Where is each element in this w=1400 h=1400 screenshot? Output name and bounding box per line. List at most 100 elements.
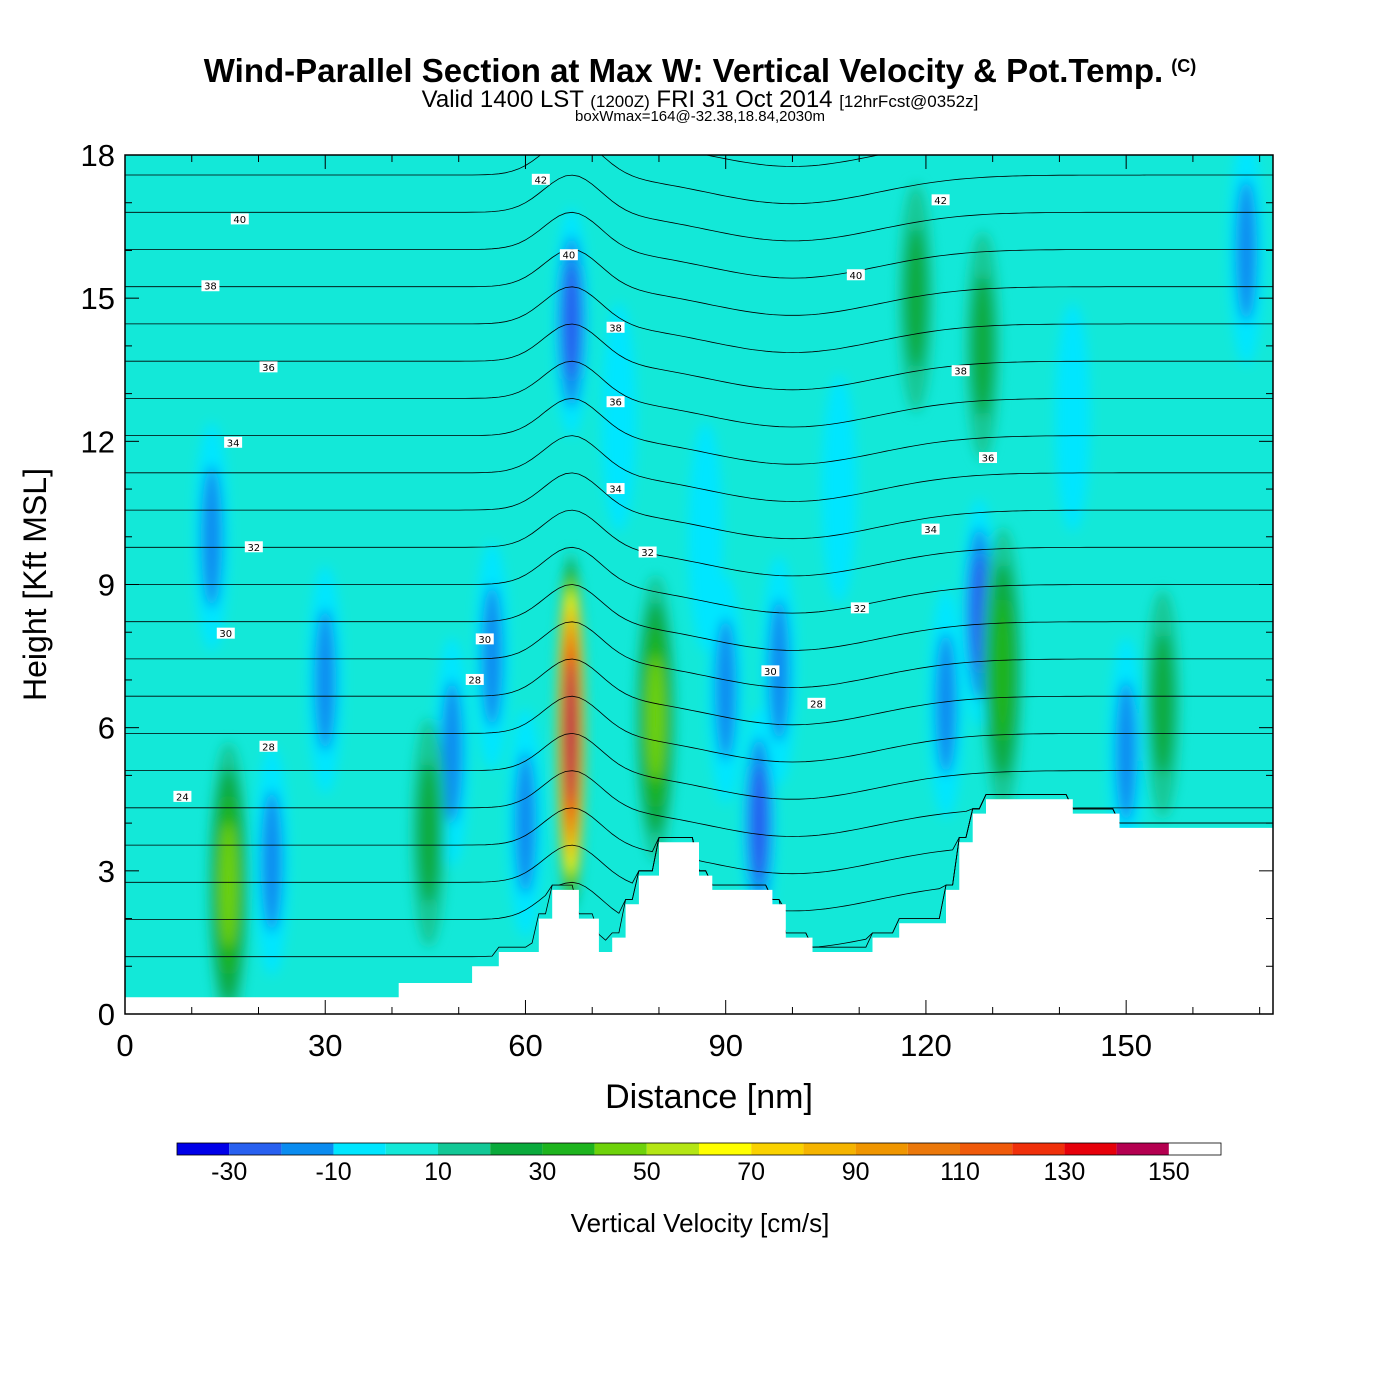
theta-label-34: 34: [224, 436, 243, 449]
theta-label-bg: [979, 452, 998, 464]
colorbar-swatch: [646, 1143, 699, 1155]
w-band: [1115, 679, 1137, 824]
theta-contour-labels: 42 40 40 40 42 38 38 38 36 36 36 34 34 34 32 32 32 30 30 30…: [173, 173, 998, 803]
theta-39: [125, 211, 1273, 279]
theta-label-28: 28: [807, 697, 826, 710]
theta-36: [125, 323, 1273, 391]
theta-label-28: 28: [465, 673, 484, 686]
w-feature-downdraft-x74: [601, 302, 637, 532]
theta-31: [125, 509, 1273, 577]
colorbar-swatch: [960, 1143, 1013, 1155]
colorbar-label: Vertical Velocity [cm/s]: [570, 1208, 830, 1238]
colorbar-swatch: [542, 1143, 595, 1155]
theta-label-38: 38: [201, 280, 220, 293]
w-band: [714, 617, 737, 762]
colorbar-swatch: [855, 1143, 908, 1155]
theta-label-bg: [173, 790, 192, 802]
colorbar-tick-label: 130: [1044, 1158, 1086, 1186]
theta-label-32: 32: [244, 541, 263, 554]
w-band: [601, 302, 637, 532]
valid-zulu: (1200Z): [590, 92, 650, 111]
colorbar-swatch: [699, 1143, 752, 1155]
w-feature-green-column-x128: [965, 231, 1001, 461]
w-band: [971, 274, 994, 418]
y-tick-label: 3: [98, 854, 115, 889]
theta-label-bg: [531, 173, 550, 185]
x-tick-label: 60: [508, 1028, 542, 1063]
theta-38: [125, 249, 1273, 316]
colorbar: -30 -10 10 30 50 70 90 110 130 150: [176, 1142, 1222, 1186]
theta-label-bg: [606, 321, 625, 333]
theta-33: [125, 435, 1273, 502]
w-feature-updraft-x80: [635, 574, 676, 862]
theta-label-bg: [201, 280, 220, 292]
terrain: [125, 799, 1273, 1014]
w-band: [821, 374, 857, 604]
colorbar-swatch: [803, 1143, 856, 1155]
terrain-mask: [125, 799, 1273, 1014]
theta-label-bg: [850, 602, 869, 614]
theta-label-34: 34: [921, 523, 940, 536]
w-feature-downdraft-x87: [688, 422, 724, 652]
colorbar-swatch: [333, 1143, 386, 1155]
theta-label-bg: [465, 673, 484, 685]
y-tick-label: 6: [98, 711, 115, 746]
y-tick-label: 9: [98, 568, 115, 603]
theta-label-text: 36: [609, 398, 622, 409]
theta-24: [125, 770, 1273, 837]
theta-32: [125, 472, 1273, 540]
w-feature-downdraft-x123: [928, 589, 964, 819]
theta-label-bg: [638, 546, 657, 558]
theta-label-38: 38: [606, 321, 625, 334]
w-band: [992, 598, 1013, 743]
theta-label-bg: [761, 665, 780, 677]
w-feature-downdraft-x22: [254, 746, 290, 976]
theta-25: [125, 732, 1273, 800]
colorbar-swatch: [1012, 1143, 1065, 1155]
theta-label-36: 36: [259, 361, 278, 374]
w-feature-downdraft-x13: [194, 422, 230, 652]
theta-label-32: 32: [638, 546, 657, 559]
colorbar-tick-label: 150: [1148, 1158, 1190, 1186]
theta-label-text: 38: [204, 282, 217, 293]
w-feature-green-column-x119: [898, 183, 934, 413]
colorbar-tick-label: 90: [842, 1158, 870, 1186]
theta-label-text: 28: [468, 675, 481, 686]
colorbar-frame: [176, 1142, 1222, 1156]
theta-label-text: 34: [609, 485, 622, 496]
w-band: [514, 751, 537, 895]
y-axis-label: Height [Kft MSL]: [17, 468, 53, 701]
theta-label-text: 38: [954, 367, 967, 378]
theta-label-text: 42: [534, 175, 547, 186]
theta-label-30: 30: [761, 665, 780, 678]
w-band: [562, 264, 581, 380]
w-band: [646, 655, 665, 781]
theta-34: [125, 397, 1273, 465]
w-band: [441, 679, 463, 824]
theta-27: [125, 658, 1273, 726]
theta-label-text: 30: [219, 629, 232, 640]
y-tick-label: 18: [81, 138, 115, 173]
theta-label-text: 38: [609, 323, 622, 334]
theta-label-text: 40: [233, 215, 246, 226]
theta-label-text: 34: [227, 438, 240, 449]
theta-label-bg: [259, 361, 278, 373]
theta-label-bg: [606, 483, 625, 495]
w-feature-downdraft-x142: [1055, 302, 1091, 532]
colorbar-swatch: [1116, 1143, 1169, 1155]
colorbar-tick-label: 50: [633, 1158, 661, 1186]
w-feature-updraft-x155: [1145, 589, 1181, 819]
valid-time-line: Valid 1400 LST (1200Z) FRI 31 Oct 2014 […: [0, 86, 1400, 114]
theta-label-24: 24: [173, 790, 192, 803]
theta-label-38: 38: [951, 365, 970, 378]
w-feature-main-updraft: [556, 551, 586, 914]
theta-label-32: 32: [850, 602, 869, 615]
colorbar-swatch: [490, 1143, 543, 1155]
x-tick-label: 30: [308, 1028, 342, 1063]
x-tick-label: 0: [116, 1028, 133, 1063]
w-band: [417, 761, 440, 905]
w-band: [1152, 632, 1174, 776]
theta-label-bg: [216, 627, 235, 639]
w-band: [905, 226, 927, 370]
theta-label-36: 36: [606, 396, 625, 409]
